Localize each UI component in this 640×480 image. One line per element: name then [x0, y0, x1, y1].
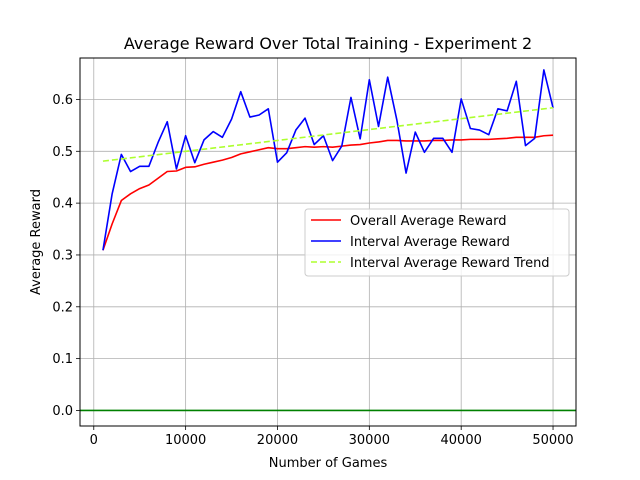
x-tick-label: 40000 — [441, 433, 482, 448]
y-axis-label: Average Reward — [29, 189, 44, 295]
x-tick-label: 0 — [90, 433, 98, 448]
y-tick-label: 0.4 — [52, 197, 73, 212]
x-tick-label: 10000 — [165, 433, 206, 448]
interval-average-reward-line — [102, 69, 554, 251]
x-axis-label: Number of Games — [269, 456, 388, 471]
legend-label-interval: Interval Average Reward — [350, 235, 510, 250]
y-tick-label: 0.1 — [52, 352, 73, 367]
legend: Overall Average Reward Interval Average … — [304, 208, 570, 277]
legend-label-overall: Overall Average Reward — [350, 214, 507, 229]
x-tick-label: 30000 — [349, 433, 390, 448]
y-tick-label: 0.3 — [52, 248, 73, 263]
x-tick-label: 50000 — [532, 433, 573, 448]
axis-ticks: 0 10000 20000 30000 40000 50000 0.0 0.1 0.2 0.3 0.… — [52, 93, 573, 448]
y-tick-label: 0.0 — [52, 404, 73, 419]
y-tick-label: 0.5 — [52, 145, 73, 160]
chart-title: Average Reward Over Total Training - Exp… — [124, 34, 532, 53]
y-tick-label: 0.2 — [52, 300, 73, 315]
y-tick-label: 0.6 — [52, 93, 73, 108]
plot-area-frame — [79, 57, 577, 427]
interval-average-reward-trend-line — [102, 106, 554, 162]
x-tick-label: 20000 — [257, 433, 298, 448]
legend-box — [304, 208, 570, 277]
legend-label-trend: Interval Average Reward Trend — [350, 256, 550, 271]
series-layer — [102, 69, 554, 251]
